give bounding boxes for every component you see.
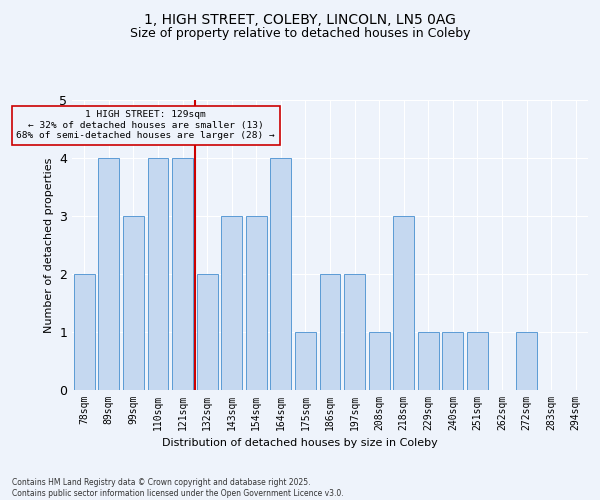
Y-axis label: Number of detached properties: Number of detached properties: [44, 158, 53, 332]
Text: 1 HIGH STREET: 129sqm
← 32% of detached houses are smaller (13)
68% of semi-deta: 1 HIGH STREET: 129sqm ← 32% of detached …: [16, 110, 275, 140]
Text: Size of property relative to detached houses in Coleby: Size of property relative to detached ho…: [130, 28, 470, 40]
Bar: [271, 158, 292, 390]
Bar: [295, 332, 316, 390]
Text: Contains HM Land Registry data © Crown copyright and database right 2025.
Contai: Contains HM Land Registry data © Crown c…: [12, 478, 344, 498]
Bar: [418, 332, 439, 390]
Bar: [516, 332, 537, 390]
Bar: [246, 216, 267, 390]
Bar: [368, 332, 389, 390]
Bar: [393, 216, 414, 390]
Bar: [197, 274, 218, 390]
Bar: [467, 332, 488, 390]
Bar: [320, 274, 340, 390]
Bar: [221, 216, 242, 390]
Bar: [172, 158, 193, 390]
Bar: [148, 158, 169, 390]
Bar: [123, 216, 144, 390]
Bar: [98, 158, 119, 390]
Bar: [442, 332, 463, 390]
Text: Distribution of detached houses by size in Coleby: Distribution of detached houses by size …: [162, 438, 438, 448]
Text: 1, HIGH STREET, COLEBY, LINCOLN, LN5 0AG: 1, HIGH STREET, COLEBY, LINCOLN, LN5 0AG: [144, 12, 456, 26]
Bar: [344, 274, 365, 390]
Bar: [74, 274, 95, 390]
